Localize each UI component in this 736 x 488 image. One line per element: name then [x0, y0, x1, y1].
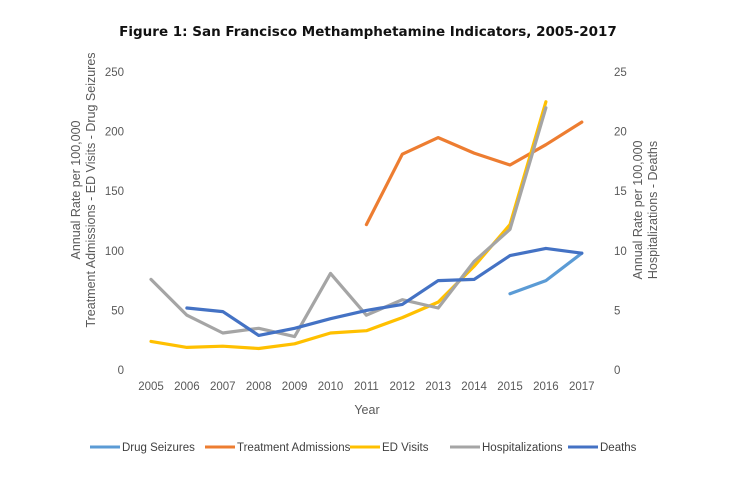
x-tick-label: 2009 — [282, 381, 308, 393]
right-y-tick-label: 25 — [614, 67, 627, 79]
legend: Drug Seizures Treatment Admissions ED Visi… — [90, 442, 637, 454]
legend-label-deaths: Deaths — [600, 442, 637, 454]
x-tick-label: 2014 — [461, 381, 487, 393]
series-line-drug-seizures — [508, 251, 584, 296]
left-y-axis-title: Annual Rate per 100,000 Treatment Admiss… — [69, 52, 98, 327]
right-y-tick-label: 20 — [614, 127, 627, 139]
right-y-axis-title-line-1: Annual Rate per 100,000 — [631, 140, 645, 279]
x-tick-label: 2008 — [246, 381, 272, 393]
x-tick-label: 2010 — [318, 381, 344, 393]
left-y-axis-title-line-1: Annual Rate per 100,000 — [69, 120, 83, 259]
right-y-tick-label: 15 — [614, 186, 627, 198]
x-tick-label: 2015 — [497, 381, 523, 393]
legend-label-ed-visits: ED Visits — [382, 442, 429, 454]
right-y-tick-labels: 0 5 10 15 20 25 — [614, 67, 627, 377]
right-y-tick-label: 5 — [614, 305, 620, 317]
right-y-tick-label: 0 — [614, 365, 620, 377]
right-y-axis-title: Annual Rate per 100,000 Hospitalizations… — [631, 140, 660, 279]
left-y-tick-label: 150 — [105, 186, 124, 198]
x-tick-label: 2011 — [354, 381, 379, 393]
x-axis-title: Year — [354, 403, 379, 417]
x-tick-label: 2006 — [174, 381, 200, 393]
series-line-hospitalizations — [149, 106, 548, 339]
series-line-deaths — [185, 246, 584, 337]
x-tick-label: 2013 — [425, 381, 451, 393]
left-y-tick-label: 200 — [105, 127, 124, 139]
series-line-ed-visits — [149, 100, 548, 351]
legend-label-drug-seizures: Drug Seizures — [122, 442, 195, 454]
left-y-tick-labels: 0 50 100 150 200 250 — [105, 67, 124, 377]
x-tick-label: 2007 — [210, 381, 236, 393]
x-tick-label: 2005 — [138, 381, 164, 393]
left-y-axis-title-line-2: Treatment Admissions - ED Visits - Drug … — [84, 52, 98, 327]
left-y-tick-label: 250 — [105, 67, 124, 79]
left-y-tick-label: 50 — [111, 305, 124, 317]
x-tick-labels: 2005 2006 2007 2008 2009 2010 2011 2012 2013 2014… — [138, 381, 594, 393]
x-tick-label: 2017 — [569, 381, 595, 393]
legend-label-hospitalizations: Hospitalizations — [482, 442, 563, 454]
right-y-tick-label: 10 — [614, 246, 627, 258]
chart-title: Figure 1: San Francisco Methamphetamine … — [119, 24, 617, 40]
left-y-tick-label: 0 — [118, 365, 124, 377]
right-y-axis-title-line-2: Hospitalizations - Deaths — [646, 141, 660, 279]
series-line-treatment-admissions — [364, 120, 584, 227]
legend-label-treatment-admissions: Treatment Admissions — [237, 442, 351, 454]
x-tick-label: 2016 — [533, 381, 559, 393]
x-tick-label: 2012 — [390, 381, 416, 393]
series-layer — [149, 100, 584, 351]
left-y-tick-label: 100 — [105, 246, 124, 258]
